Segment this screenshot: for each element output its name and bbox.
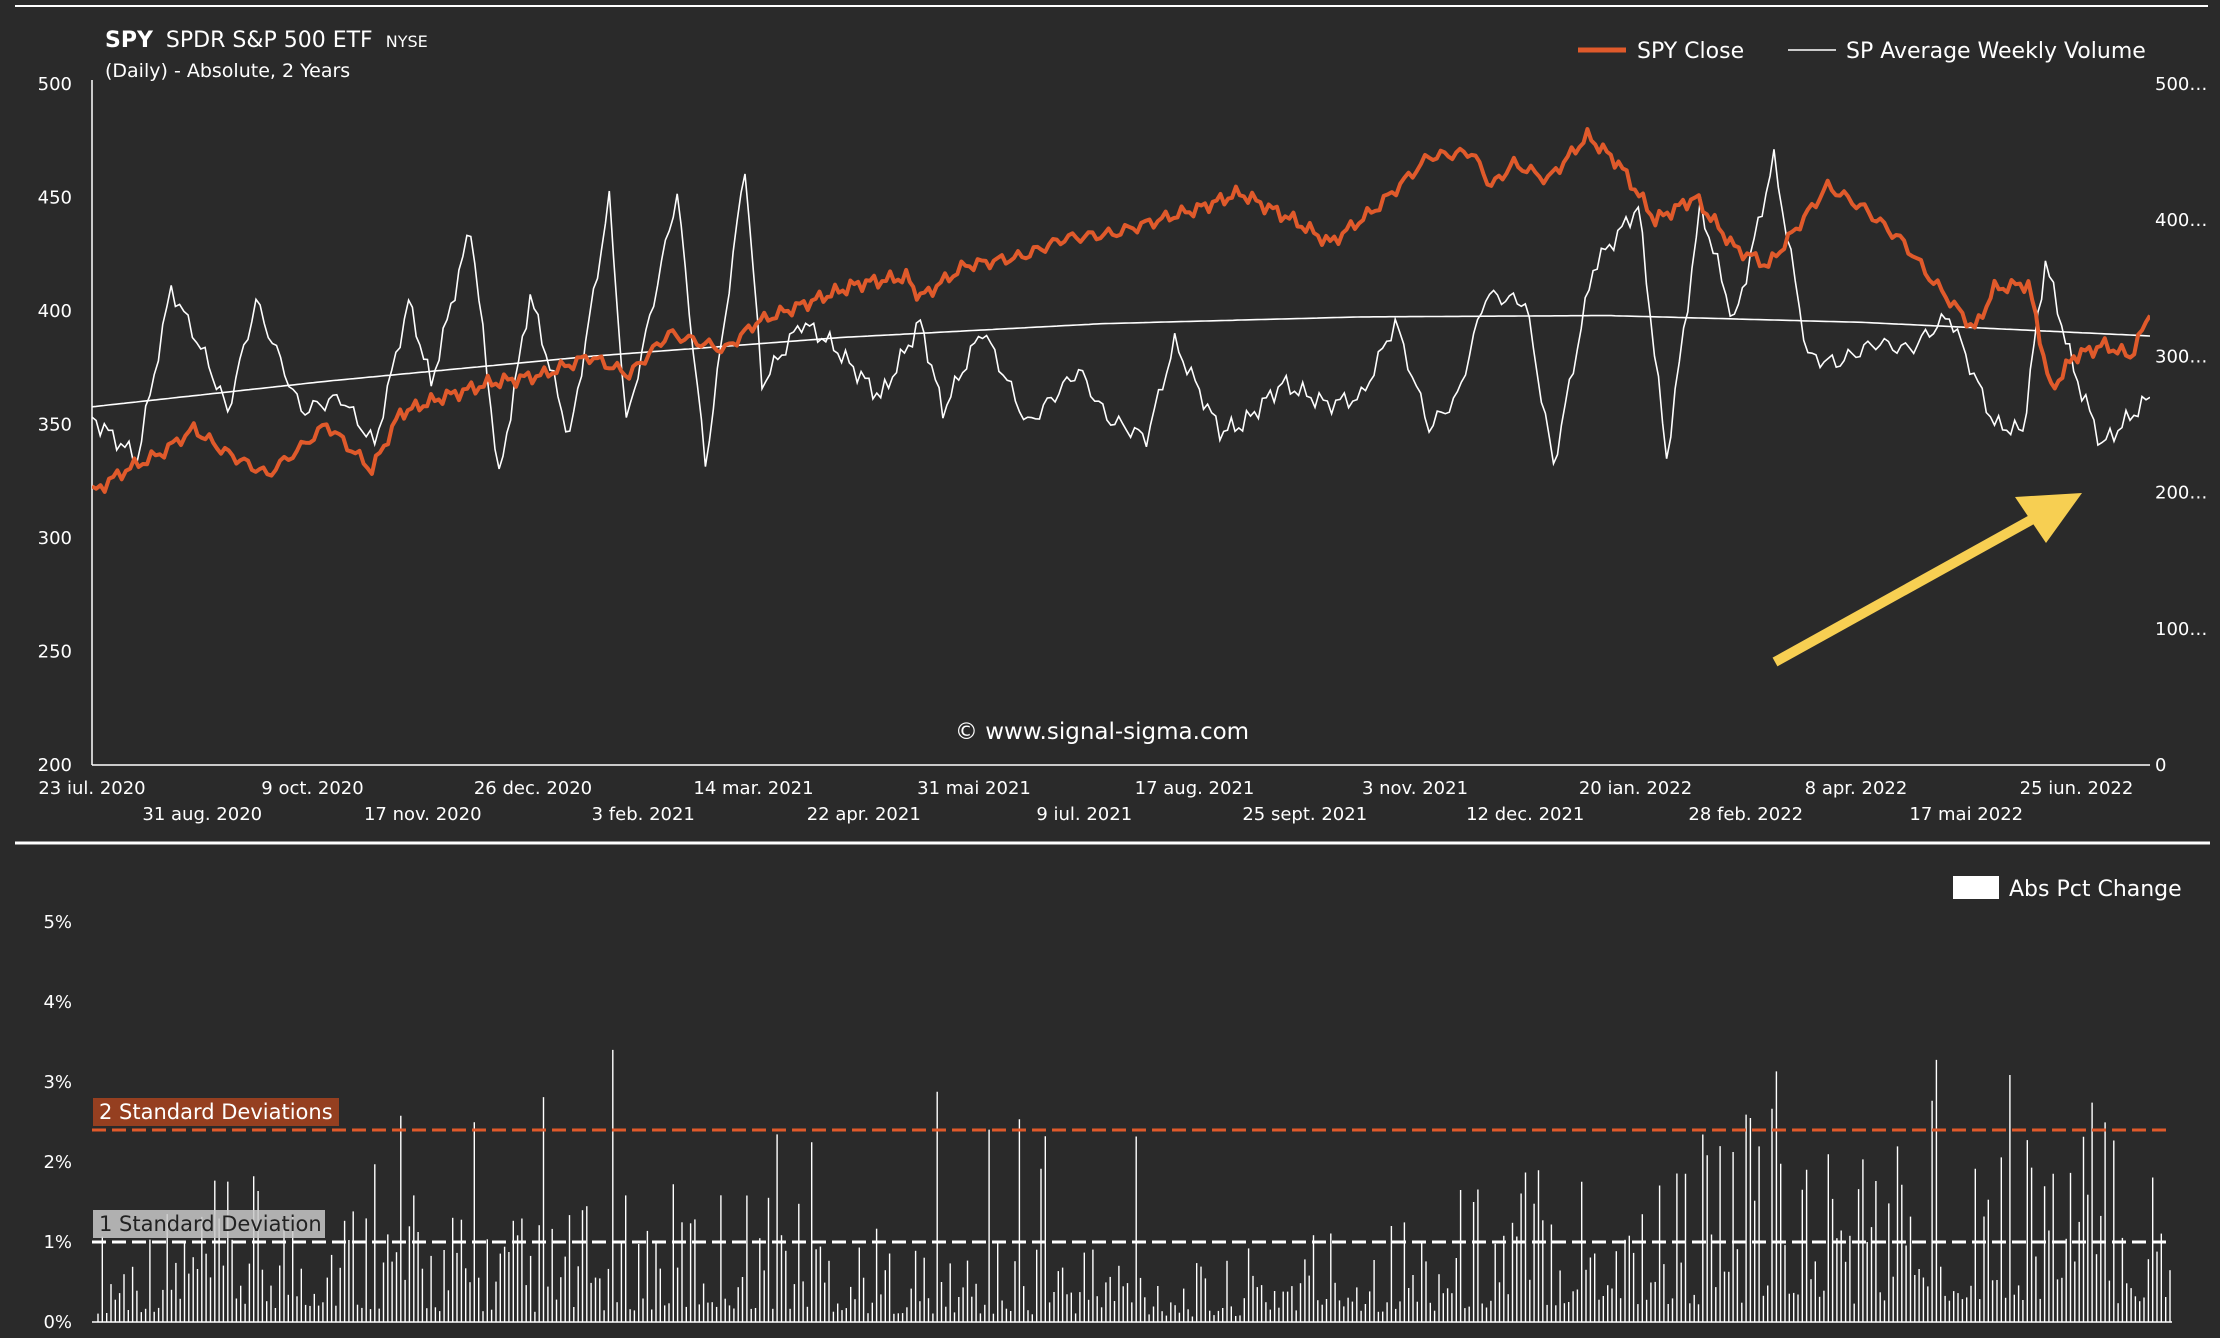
- chart-subtitle: (Daily) - Absolute, 2 Years: [105, 60, 350, 82]
- volume-series-line: [92, 149, 2150, 470]
- exchange: NYSE: [386, 32, 428, 51]
- x-tick-label: 23 iul. 2020: [38, 778, 145, 799]
- pct-bars: [97, 1049, 2171, 1322]
- right-tick-label: 200…: [2155, 483, 2207, 504]
- x-tick-label: 3 nov. 2021: [1362, 778, 1468, 799]
- threshold-label: 2 Standard Deviations: [99, 1100, 333, 1124]
- x-tick-label: 17 aug. 2021: [1135, 778, 1255, 799]
- left-axis-ticks: 500 450 400 350 300 250 200: [38, 74, 72, 776]
- spy-close-series-line: [92, 127, 2150, 494]
- right-tick-label: 400…: [2155, 210, 2207, 231]
- x-tick-label: 17 mai 2022: [1909, 804, 2023, 825]
- x-tick-label: 31 mai 2021: [917, 778, 1031, 799]
- right-axis-ticks: 500… 400… 300… 200… 100… 0: [2155, 74, 2207, 776]
- legend-label-volume: SP Average Weekly Volume: [1846, 39, 2146, 64]
- x-tick-label: 22 apr. 2021: [807, 804, 921, 825]
- left-tick-label: 400: [38, 301, 72, 322]
- left-tick-label: 500: [38, 74, 72, 95]
- threshold-label-bg: [93, 1098, 339, 1126]
- x-tick-label: 9 oct. 2020: [261, 778, 363, 799]
- legend-label-spy-close: SPY Close: [1637, 39, 1744, 64]
- x-tick-label: 8 apr. 2022: [1805, 778, 1908, 799]
- right-tick-label: 0: [2155, 755, 2166, 776]
- left-tick-label: 450: [38, 188, 72, 209]
- pct-axis-ticks: 5% 4% 3% 2% 1% 0%: [43, 912, 72, 1333]
- pct-tick-label: 1%: [43, 1232, 72, 1253]
- right-tick-label: 300…: [2155, 346, 2207, 367]
- top-chart: 500 450 400 350 300 250 200 500… 400… 300… 200… 10…: [38, 74, 2208, 825]
- volume-trend-line: [92, 314, 2150, 408]
- threshold-label-bg: [93, 1210, 325, 1238]
- right-tick-label: 500…: [2155, 74, 2207, 95]
- x-tick-label: 25 sept. 2021: [1242, 804, 1367, 825]
- x-tick-label: 20 ian. 2022: [1579, 778, 1692, 799]
- pct-tick-label: 0%: [43, 1312, 72, 1333]
- pct-tick-label: 2%: [43, 1152, 72, 1173]
- watermark: © www.signal-sigma.com: [955, 719, 1249, 745]
- pct-tick-label: 5%: [43, 912, 72, 933]
- threshold-label: 1 Standard Deviation: [99, 1212, 322, 1236]
- bottom-chart: Abs Pct Change 5% 4% 3% 2% 1% 0% 2 Standard D…: [43, 876, 2182, 1333]
- chart-header: SPY SPDR S&P 500 ETF NYSE: [105, 28, 428, 53]
- legend-label-abs-pct-change: Abs Pct Change: [2009, 877, 2182, 902]
- x-tick-label: 3 feb. 2021: [592, 804, 695, 825]
- left-tick-label: 350: [38, 415, 72, 436]
- x-tick-label: 26 dec. 2020: [474, 778, 592, 799]
- left-tick-label: 250: [38, 642, 72, 663]
- x-tick-label: 25 iun. 2022: [2020, 778, 2134, 799]
- x-tick-label: 17 nov. 2020: [364, 804, 482, 825]
- x-tick-label: 31 aug. 2020: [142, 804, 262, 825]
- legend-swatch-abs-pct-change: [1953, 876, 1999, 899]
- left-tick-label: 200: [38, 755, 72, 776]
- pct-tick-label: 4%: [43, 992, 72, 1013]
- security-name: SPDR S&P 500 ETF: [166, 28, 373, 53]
- x-tick-label: 14 mar. 2021: [693, 778, 813, 799]
- x-tick-label: 9 iul. 2021: [1036, 804, 1132, 825]
- threshold-lines: 2 Standard Deviations 1 Standard Deviatio…: [92, 1098, 2172, 1244]
- x-tick-label: 12 dec. 2021: [1466, 804, 1584, 825]
- left-tick-label: 300: [38, 528, 72, 549]
- pct-tick-label: 3%: [43, 1072, 72, 1093]
- right-tick-label: 100…: [2155, 619, 2207, 640]
- annotation-arrow: [1772, 493, 2082, 667]
- ticker: SPY: [105, 28, 154, 53]
- x-tick-label: 28 feb. 2022: [1688, 804, 1803, 825]
